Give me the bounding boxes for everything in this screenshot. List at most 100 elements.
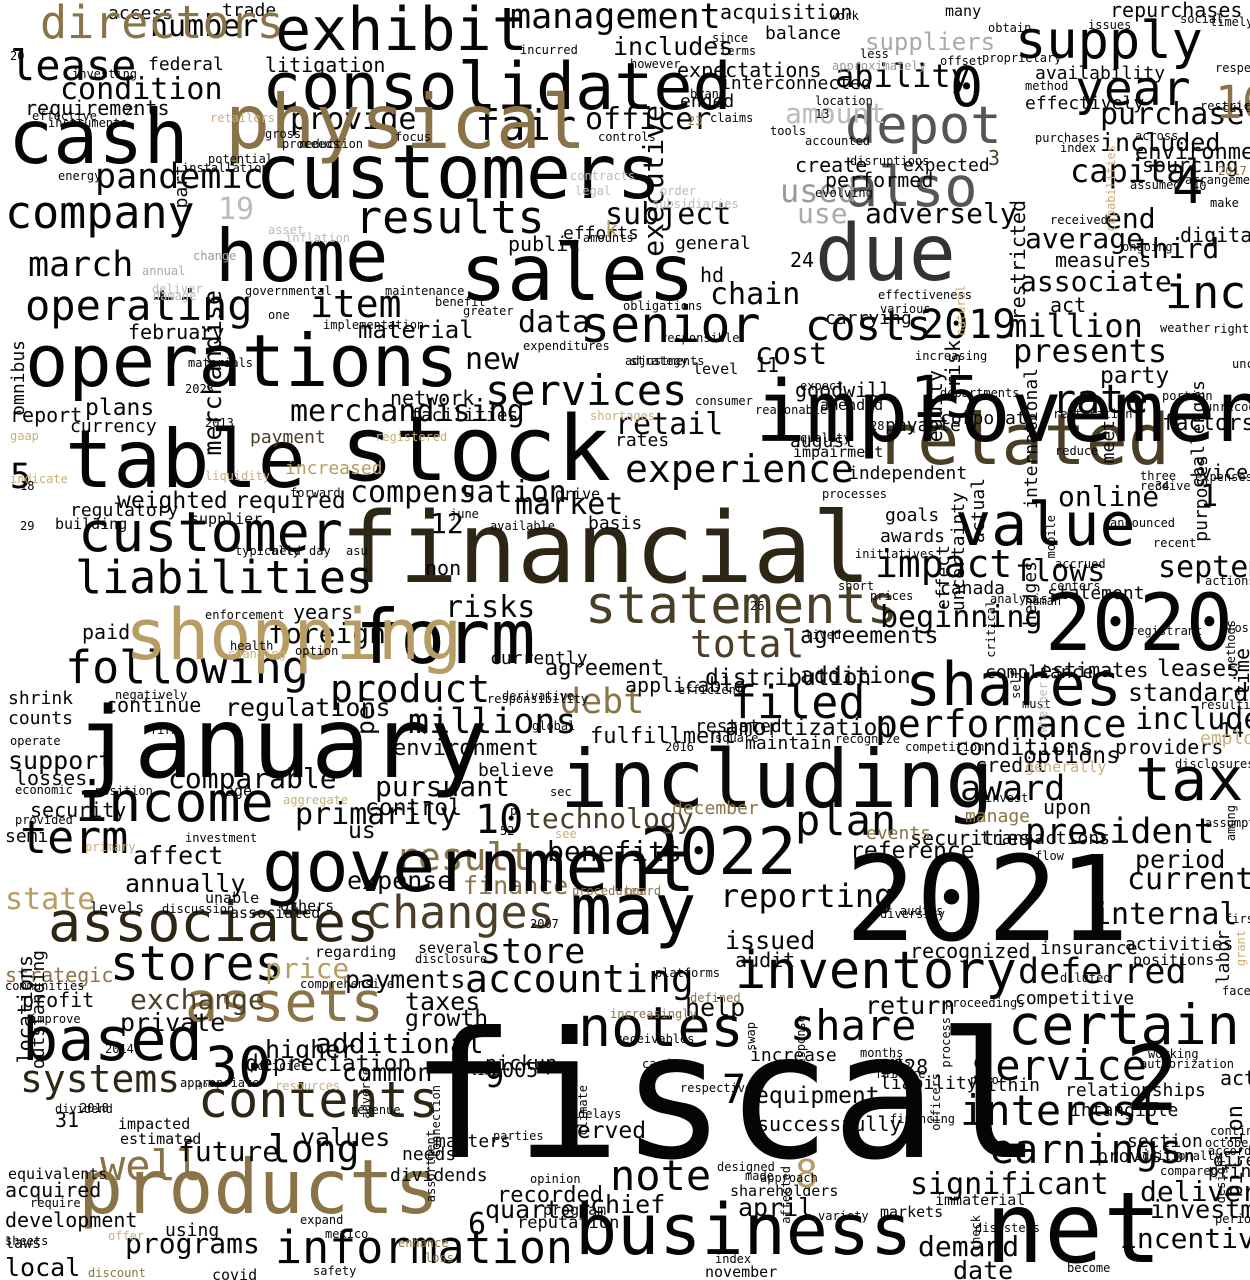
cloud-word: 2014 <box>105 1042 134 1056</box>
cloud-word: potential <box>208 152 274 166</box>
cloud-word: failure <box>875 1067 926 1081</box>
cloud-word: supply <box>1015 11 1203 71</box>
cloud-word: order <box>660 184 697 198</box>
cloud-word: among <box>1224 805 1238 842</box>
cloud-word: 13 <box>815 107 830 121</box>
cloud-word: loss <box>425 1251 454 1265</box>
cloud-word: liquidity <box>205 469 271 483</box>
cloud-word: measures <box>1055 248 1152 272</box>
cloud-word: counts <box>8 708 74 729</box>
cloud-word: reduction <box>298 137 364 151</box>
cloud-word: 30 <box>205 1035 272 1099</box>
cloud-word: using <box>165 1220 220 1241</box>
cloud-word: self <box>1009 670 1023 699</box>
cloud-word: exchange <box>130 983 265 1016</box>
cloud-word: goal <box>198 1080 218 1089</box>
cloud-word: receivables <box>615 1032 695 1046</box>
cloud-word: presents <box>1013 332 1168 370</box>
cloud-word: data <box>518 305 591 340</box>
cloud-word: improvement <box>755 363 1250 462</box>
cloud-word: interconnected <box>720 73 872 94</box>
cloud-word: increased <box>285 458 383 479</box>
cloud-word: requirements <box>25 96 170 120</box>
cloud-word: payable <box>885 415 961 436</box>
cloud-word: controls <box>598 130 656 144</box>
cloud-word: profit <box>22 988 95 1012</box>
cloud-word: location <box>815 94 873 108</box>
cloud-word: increase <box>750 1045 837 1066</box>
cloud-word: technology <box>525 802 694 835</box>
cloud-word: subject <box>605 197 732 232</box>
cloud-word: merchandise <box>198 290 227 456</box>
cloud-word: higher <box>265 1035 356 1064</box>
cloud-word: restrictions <box>1200 99 1250 113</box>
cloud-word: capabilities <box>1104 145 1118 232</box>
cloud-word: maintenance <box>385 284 465 298</box>
cloud-word: p <box>510 804 518 818</box>
cloud-word: 18 <box>20 479 35 493</box>
cloud-word: reasonable <box>755 403 828 417</box>
cloud-word: 6 <box>468 1207 487 1242</box>
cloud-word: centers <box>1050 579 1101 593</box>
cloud-word: tools <box>770 124 807 138</box>
cloud-word: independent <box>848 463 968 484</box>
cloud-word: benefit <box>435 295 486 309</box>
cloud-word: risk <box>941 340 965 389</box>
cloud-word: response <box>794 1015 808 1073</box>
cloud-word: flow <box>1035 849 1064 863</box>
cloud-word: human <box>1025 594 1062 608</box>
cloud-word: well <box>100 1141 202 1190</box>
cloud-word: stock <box>340 397 611 502</box>
cloud-word: expand <box>300 1213 344 1227</box>
cloud-word: include <box>1135 702 1250 737</box>
cloud-word: government <box>262 824 696 908</box>
cloud-word: uncertain <box>1232 357 1250 371</box>
cloud-word: stores <box>110 936 284 992</box>
cloud-word: executive <box>637 105 670 257</box>
cloud-word: management <box>510 0 721 37</box>
cloud-word: third <box>1135 232 1220 265</box>
cloud-word: 23 <box>688 114 703 128</box>
cloud-word: impairment <box>793 443 884 461</box>
cloud-word: installation <box>182 161 269 175</box>
cloud-word: proceeds <box>282 137 340 151</box>
cloud-word: restated <box>695 716 782 737</box>
cloud-word: deferred <box>1018 952 1187 992</box>
cloud-word: share <box>790 1001 917 1050</box>
cloud-word: shortages <box>590 409 656 423</box>
cloud-word: sourcing <box>1142 153 1239 177</box>
cloud-word: principal <box>1208 1161 1250 1182</box>
cloud-word: make <box>1210 196 1239 210</box>
cloud-word: labor <box>1213 930 1234 985</box>
cloud-word: served <box>563 1118 647 1144</box>
cloud-word: pandemic <box>95 157 264 197</box>
cloud-word: conditions <box>955 735 1094 761</box>
cloud-word: estimated <box>120 1130 202 1148</box>
cloud-word: 2017 <box>1218 164 1247 178</box>
cloud-word: compared <box>1160 1164 1218 1178</box>
cloud-word: foreign <box>268 617 387 650</box>
cloud-word: create <box>795 153 868 177</box>
cloud-word: expenses <box>1195 470 1250 484</box>
cloud-word: balance <box>765 23 841 44</box>
cloud-word: awards <box>880 526 946 547</box>
cloud-word: line <box>470 1064 499 1078</box>
cloud-word: acquired <box>5 1178 102 1202</box>
cloud-word: events <box>866 823 932 844</box>
cloud-word: lived <box>805 628 842 642</box>
cloud-word: taxes <box>405 987 481 1016</box>
cloud-word: financing <box>890 1112 956 1126</box>
cloud-word: service <box>970 1041 1148 1090</box>
cloud-word: accounted <box>805 134 871 148</box>
cloud-word: physical <box>225 78 587 166</box>
cloud-word: 14 <box>1220 718 1245 742</box>
cloud-word: strategy <box>630 354 688 368</box>
cloud-word: cards <box>642 1057 679 1071</box>
cloud-word: obtain <box>988 21 1032 35</box>
cloud-word: form <box>355 593 536 681</box>
cloud-word: price <box>265 952 350 985</box>
cloud-word: purposes <box>1191 455 1212 542</box>
cloud-word: 2020 <box>1045 579 1233 669</box>
cloud-word: assumed <box>1130 178 1181 192</box>
cloud-word: units <box>875 1055 912 1069</box>
